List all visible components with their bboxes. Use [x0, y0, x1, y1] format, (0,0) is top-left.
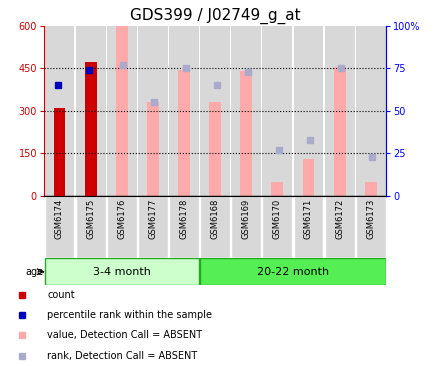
Text: age: age [25, 267, 43, 277]
Bar [75, 196, 105, 258]
Bar [200, 258, 385, 285]
Title: GDS399 / J02749_g_at: GDS399 / J02749_g_at [130, 8, 300, 24]
Text: 20-22 month: 20-22 month [256, 267, 328, 277]
Bar [106, 26, 136, 196]
Bar [138, 196, 167, 258]
Text: GSM6174: GSM6174 [55, 199, 64, 239]
Bar [200, 196, 230, 258]
Text: GSM6169: GSM6169 [241, 199, 250, 239]
Bar [355, 26, 385, 196]
Text: 3-4 month: 3-4 month [92, 267, 150, 277]
Bar [85, 63, 96, 196]
Bar [116, 26, 127, 196]
Text: GSM6177: GSM6177 [148, 199, 157, 239]
Text: value, Detection Call = ABSENT: value, Detection Call = ABSENT [47, 330, 202, 340]
Bar [293, 26, 323, 196]
Bar [44, 26, 74, 196]
Bar [262, 196, 292, 258]
Bar [293, 196, 323, 258]
Bar [231, 26, 261, 196]
Text: percentile rank within the sample: percentile rank within the sample [47, 310, 212, 320]
Text: GSM6176: GSM6176 [117, 199, 126, 239]
Bar [324, 196, 354, 258]
Bar [44, 258, 198, 285]
Text: rank, Detection Call = ABSENT: rank, Detection Call = ABSENT [47, 351, 197, 361]
Bar [302, 159, 314, 196]
Text: GSM6178: GSM6178 [179, 199, 188, 239]
Bar [169, 26, 198, 196]
Bar [106, 196, 136, 258]
Bar [147, 102, 159, 196]
Text: GSM6168: GSM6168 [210, 199, 219, 239]
Bar [44, 196, 74, 258]
Bar [324, 26, 354, 196]
Bar [53, 108, 65, 196]
Bar [75, 26, 105, 196]
Text: GSM6173: GSM6173 [365, 199, 374, 239]
Bar [169, 196, 198, 258]
Bar [333, 67, 345, 196]
Text: GSM6170: GSM6170 [272, 199, 281, 239]
Bar [364, 182, 376, 196]
Bar [271, 182, 283, 196]
Bar [262, 26, 292, 196]
Bar [231, 196, 261, 258]
Bar [178, 70, 190, 196]
Bar [138, 26, 167, 196]
Text: GSM6172: GSM6172 [334, 199, 343, 239]
Text: GSM6171: GSM6171 [303, 199, 312, 239]
Bar [355, 196, 385, 258]
Bar [200, 26, 230, 196]
Bar [240, 71, 251, 196]
Text: count: count [47, 290, 75, 300]
Bar [209, 102, 220, 196]
Text: GSM6175: GSM6175 [86, 199, 95, 239]
